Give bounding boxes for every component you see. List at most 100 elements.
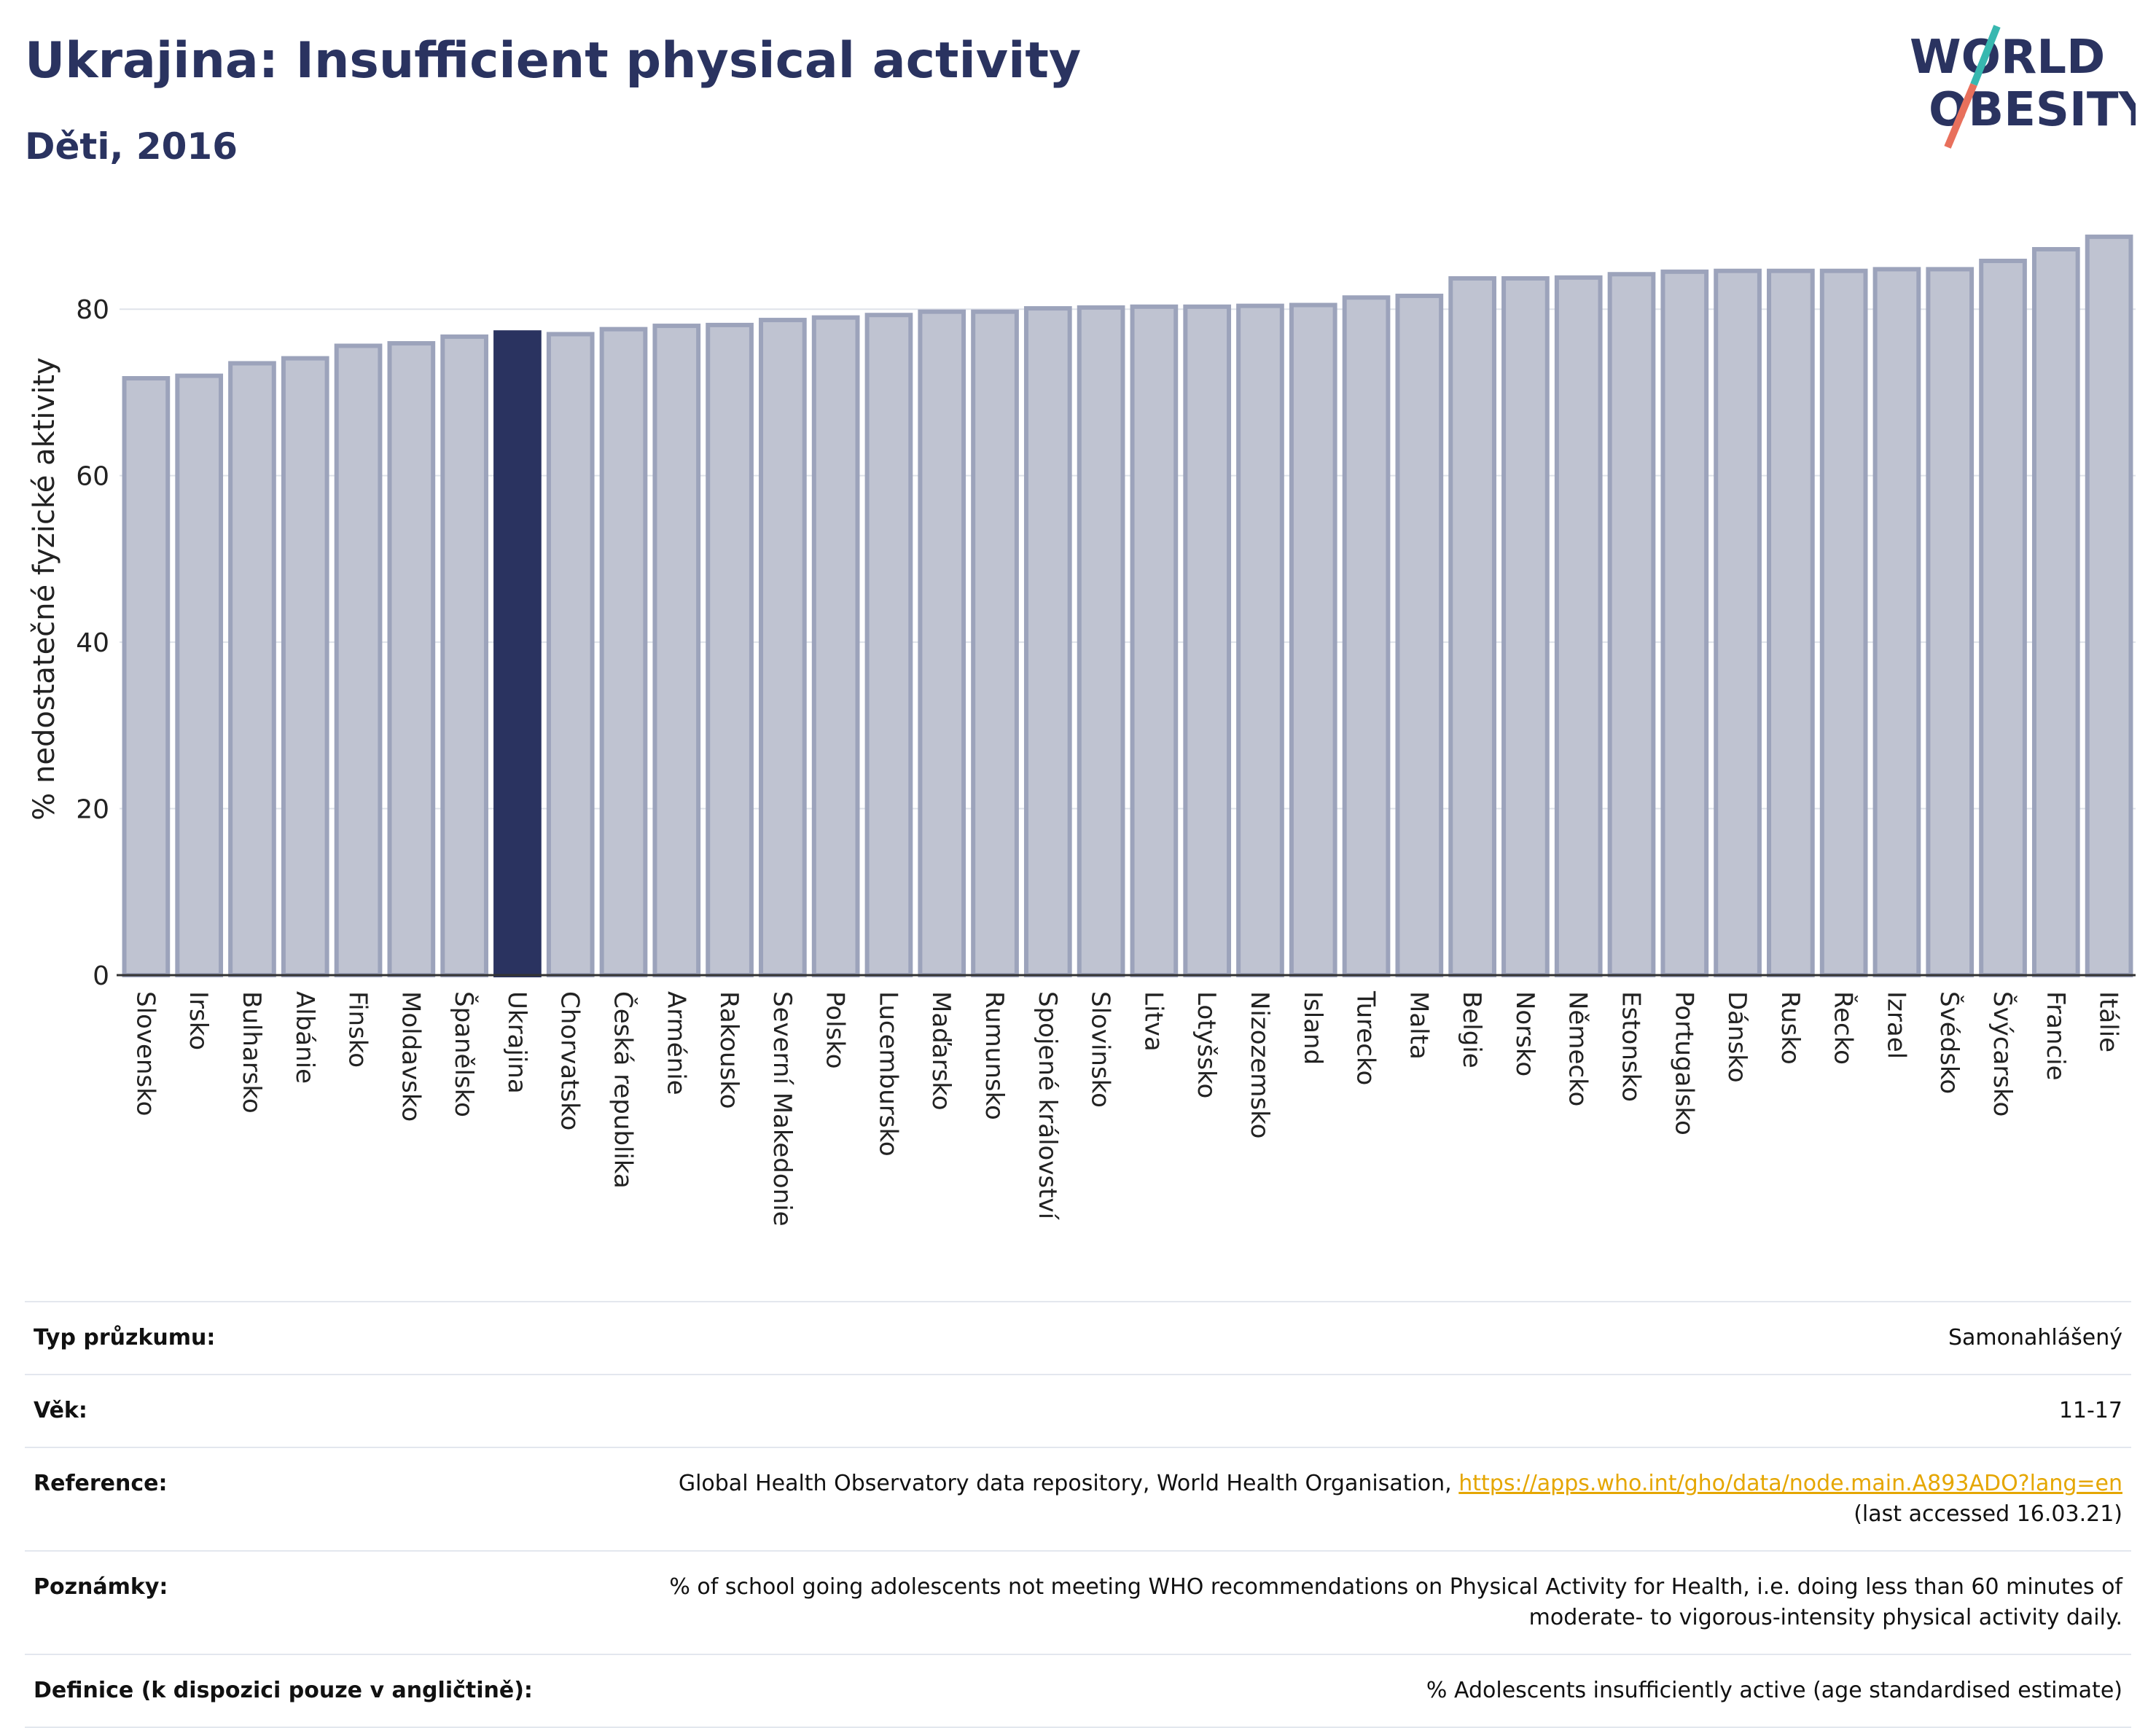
y-tick-label: 80 [76, 295, 109, 325]
x-tick-label: Slovensko [130, 991, 160, 1116]
y-axis-label: % nedostatečné fyzické aktivity [28, 357, 61, 820]
page-title: Ukrajina: Insufficient physical activity [25, 32, 1082, 90]
x-tick-label: Německo [1563, 991, 1593, 1106]
x-tick-label: Island [1298, 991, 1327, 1065]
x-tick-label: Albánie [290, 991, 319, 1084]
info-row: Reference: Global Health Observatory data… [25, 1447, 2131, 1551]
bar [706, 322, 754, 977]
bars [122, 234, 2133, 978]
bar [1236, 303, 1284, 977]
x-tick-label: Rusko [1776, 991, 1805, 1065]
info-label: Reference: [34, 1471, 168, 1496]
x-tick-label: Švédsko [1934, 991, 1964, 1094]
x-axis-ticks: Slovensko Irsko Bulharsko Albánie Finsko Mold… [130, 990, 2122, 1227]
x-tick-label: Španělsko [449, 991, 479, 1117]
x-tick-label: Finsko [343, 991, 372, 1068]
x-tick-label: Portugalsko [1669, 991, 1698, 1135]
x-tick-label: Bulharsko [237, 991, 266, 1114]
info-value: Samonahlášený [1948, 1325, 2122, 1350]
bar [1183, 304, 1232, 978]
bar [1819, 268, 1868, 977]
world-obesity-logo: WORLD OBESITY [1910, 25, 2136, 149]
x-tick-label: Francie [2041, 991, 2070, 1081]
x-tick-label: Norsko [1510, 991, 1539, 1076]
x-tick-label: Itálie [2094, 991, 2123, 1052]
page-subtitle: Děti, 2016 [25, 125, 238, 168]
x-tick-label: Česká republika [609, 991, 638, 1189]
bar [122, 376, 171, 977]
bar [759, 318, 807, 977]
x-tick-label: Belgie [1457, 991, 1486, 1068]
bar [971, 309, 1019, 978]
y-tick-label: 60 [76, 462, 109, 492]
bar [1979, 258, 2027, 977]
x-tick-label: Ukrajina [502, 991, 531, 1094]
bar [1289, 302, 1337, 977]
bar [652, 324, 701, 978]
logo-line1: WORLD [1910, 31, 2105, 85]
y-tick-label: 40 [76, 628, 109, 658]
info-label: Poznámky: [34, 1574, 168, 1600]
y-tick-label: 20 [76, 795, 109, 825]
x-tick-label: Slovinsko [1086, 991, 1115, 1108]
bar [2085, 234, 2133, 977]
x-tick-label: Lucembursko [873, 991, 902, 1157]
x-tick-label: Švýcarsko [1988, 991, 2018, 1117]
bar-chart: 0 20 40 60 80 Slovensko Irsko Bulharsko Albánie… [28, 234, 2136, 1227]
info-value: % of school going adolescents not meetin… [669, 1574, 2122, 1630]
bar [1554, 275, 1603, 978]
info-value: % Adolescents insufficiently active (age… [1426, 1678, 2122, 1703]
x-tick-label: Moldavsko [396, 991, 425, 1122]
bar [281, 356, 329, 977]
info-row: Typ průzkumu: Samonahlášený [25, 1302, 2131, 1375]
bar [1767, 268, 1815, 977]
bar [175, 373, 224, 977]
info-row: Poznámky: % of school going adolescents n… [25, 1551, 2131, 1654]
x-tick-label: Chorvatsko [555, 991, 585, 1130]
bar [228, 361, 276, 977]
x-tick-label: Maďarsko [926, 991, 956, 1111]
y-tick-label: 0 [93, 961, 109, 991]
x-tick-label: Estonsko [1617, 991, 1646, 1102]
x-tick-label: Izrael [1881, 991, 1910, 1059]
bar [1660, 269, 1709, 978]
bar [864, 313, 913, 977]
x-tick-label: Spojené království [1033, 991, 1062, 1221]
bar [493, 330, 542, 977]
bar [1872, 267, 1921, 977]
bar [1342, 295, 1391, 977]
bar [1395, 293, 1444, 977]
bar [811, 315, 860, 977]
x-tick-label: Dánsko [1722, 991, 1751, 1083]
reference-link[interactable]: https://apps.who.int/gho/data/node.main.… [1458, 1471, 2122, 1496]
info-label: Typ průzkumu: [34, 1325, 216, 1350]
bar [2031, 246, 2080, 977]
bar [387, 341, 436, 977]
y-axis-ticks: 0 20 40 60 80 [76, 295, 109, 991]
x-tick-label: Litva [1138, 991, 1168, 1052]
info-table: Typ průzkumu: Samonahlášený Věk: 11-17 Refer… [25, 1301, 2131, 1728]
info-label: Definice (k dispozici pouze v angličtině… [34, 1678, 533, 1703]
x-tick-label: Rakousko [714, 991, 743, 1109]
info-value: 11-17 [2058, 1398, 2122, 1423]
x-tick-label: Řecko [1829, 991, 1859, 1065]
bar [334, 343, 383, 978]
bar [1607, 272, 1656, 977]
x-tick-label: Arménie [661, 991, 690, 1095]
info-value: Global Health Observatory data repositor… [678, 1471, 2122, 1527]
x-tick-label: Malta [1404, 991, 1433, 1060]
bar [440, 334, 488, 978]
x-tick-label: Lotyšsko [1192, 991, 1221, 1098]
x-tick-label: Irsko [184, 991, 213, 1050]
bar [1023, 306, 1072, 977]
bar [1714, 268, 1762, 977]
x-tick-label: Severní Makedonie [768, 991, 797, 1227]
info-row: Věk: 11-17 [25, 1375, 2131, 1447]
bar [1501, 275, 1550, 977]
bar [1448, 275, 1496, 977]
bar [1926, 267, 1975, 977]
info-label: Věk: [34, 1398, 87, 1423]
bar [599, 327, 648, 977]
bar [918, 309, 966, 978]
logo-slash-coral [1944, 83, 1977, 149]
